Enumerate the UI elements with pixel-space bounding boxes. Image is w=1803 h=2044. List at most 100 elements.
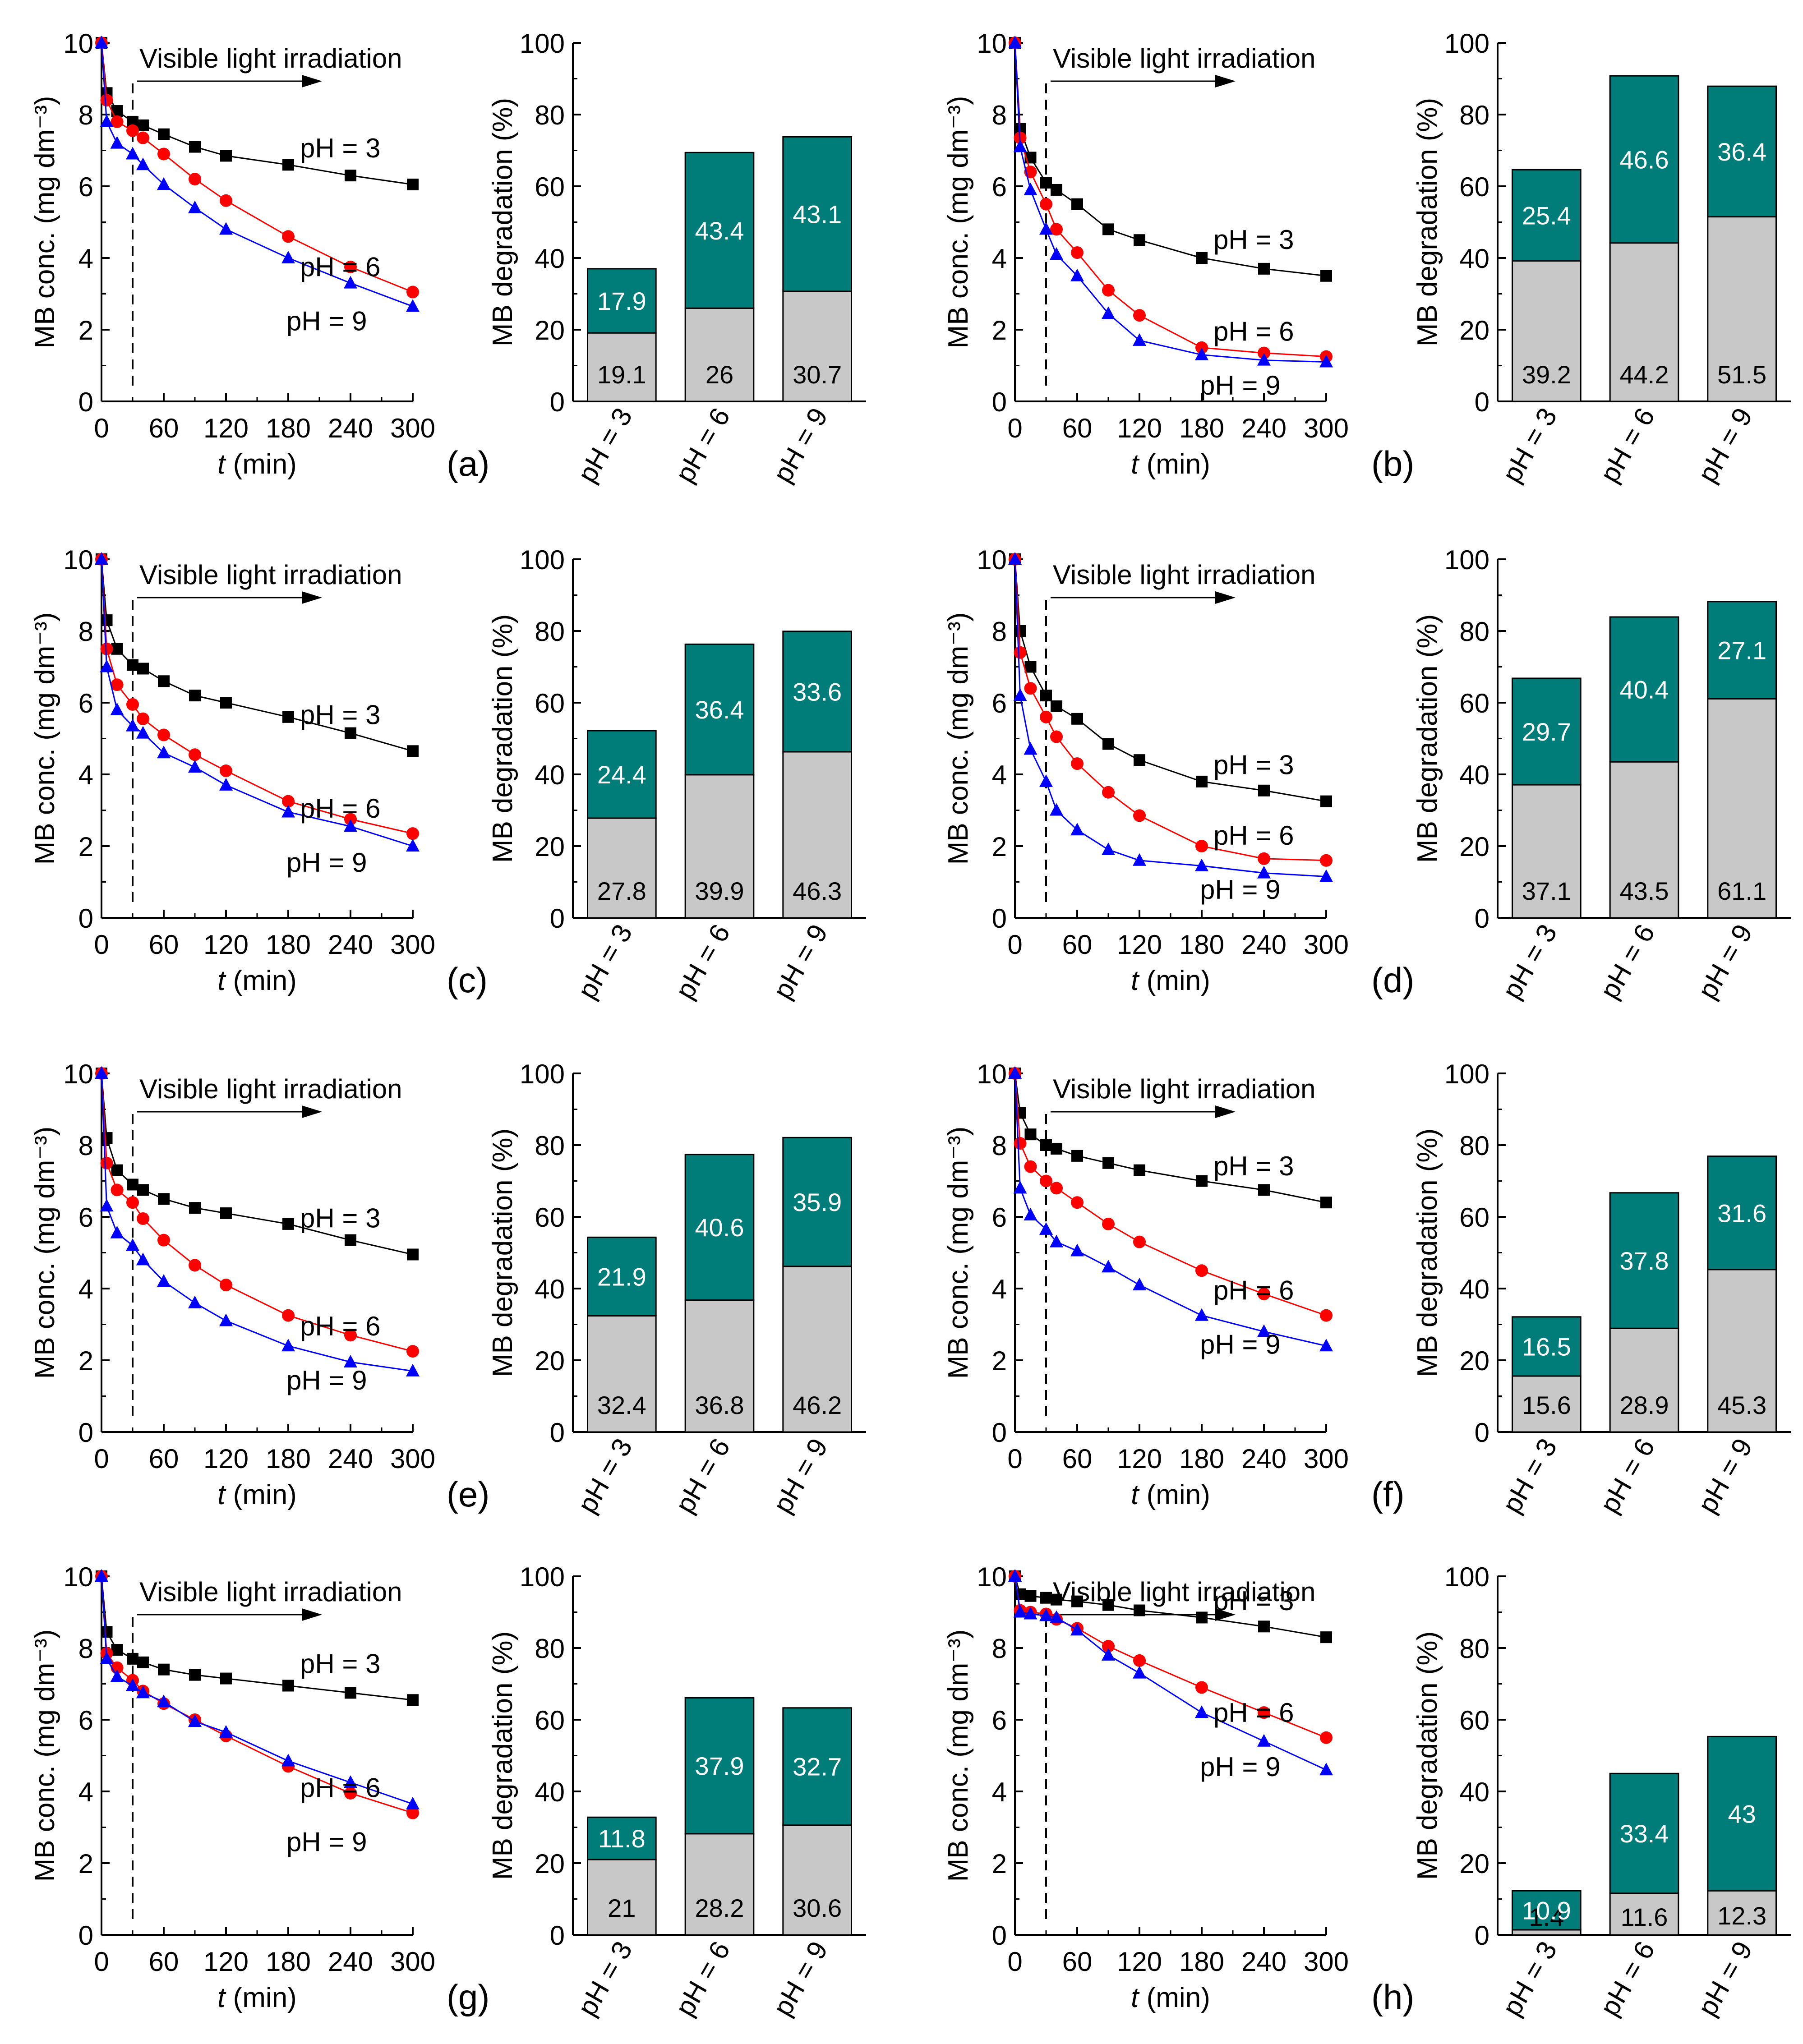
y-tick-label: 6 — [992, 1705, 1007, 1736]
bar-y-tick-label: 20 — [535, 1849, 565, 1879]
irradiation-arrow-head — [302, 591, 322, 604]
marker-square — [220, 150, 232, 162]
bar-adsorption-label: 32.4 — [597, 1391, 646, 1419]
marker-circle — [220, 764, 232, 778]
bar-y-tick-label: 80 — [1459, 100, 1489, 130]
bar-adsorption-label: 11.6 — [1621, 1903, 1668, 1931]
bar-adsorption-label: 28.9 — [1620, 1391, 1669, 1419]
marker-triangle — [1257, 1324, 1271, 1337]
y-axis-label: MB conc. (mg dm⁻³) — [943, 96, 974, 349]
marker-circle — [1014, 1137, 1027, 1150]
bar-photocatalysis — [1512, 1316, 1582, 1377]
marker-triangle — [188, 200, 202, 213]
marker-square — [1051, 184, 1062, 196]
marker-triangle — [1008, 1569, 1022, 1582]
bar-y-tick-label: 100 — [520, 1562, 565, 1592]
bar-y-axis-label: MB degradation (%) — [487, 1128, 518, 1377]
bar-y-tick-label: 80 — [1459, 1634, 1489, 1664]
marker-circle — [1071, 246, 1084, 259]
bar-y-tick-label: 0 — [550, 1418, 565, 1448]
y-tick-label: 6 — [78, 172, 93, 202]
y-tick-label: 2 — [992, 1849, 1007, 1879]
y-tick-label: 10 — [63, 1059, 93, 1089]
marker-triangle — [157, 1694, 171, 1708]
marker-circle — [1102, 1640, 1115, 1653]
x-tick-label: 300 — [390, 413, 435, 443]
bar-photocatalysis-label: 37.8 — [1620, 1247, 1669, 1275]
bar-y-tick-label: 100 — [520, 28, 565, 59]
marker-triangle — [1008, 1066, 1022, 1079]
bar-y-axis-label: MB degradation (%) — [487, 614, 518, 863]
x-axis-label: t (min) — [217, 1479, 297, 1510]
bar-y-tick-label: 20 — [1459, 832, 1489, 862]
y-tick-label: 8 — [992, 1634, 1007, 1664]
bar-y-tick-label: 0 — [550, 387, 565, 417]
bar-photocatalysis — [782, 1137, 853, 1267]
x-axis-label-var: t — [1131, 965, 1140, 996]
bar-photocatalysis-label: 33.4 — [1620, 1819, 1669, 1848]
marker-triangle — [100, 1199, 114, 1212]
y-tick-label: 8 — [78, 1131, 93, 1161]
bar-y-tick-label: 60 — [1459, 1202, 1489, 1233]
marker-square — [407, 745, 419, 757]
y-tick-label: 8 — [78, 617, 93, 647]
marker-circle — [1071, 757, 1084, 770]
bar-adsorption-label: 21 — [608, 1894, 636, 1922]
marker-square — [158, 128, 170, 140]
series-ph9 — [1008, 1066, 1333, 1352]
y-tick-label: 0 — [78, 903, 93, 934]
panel-label: (h) — [1371, 1977, 1414, 2017]
bar-adsorption — [1707, 1269, 1777, 1433]
series-ph3 — [1009, 1068, 1332, 1209]
marker-square — [111, 1164, 123, 1176]
marker-square — [101, 1626, 113, 1638]
bar-adsorption — [587, 817, 657, 919]
bar-y-tick-label: 0 — [550, 903, 565, 934]
marker-triangle — [1319, 1763, 1333, 1776]
bar-y-tick-label: 20 — [1459, 1849, 1489, 1879]
x-tick-label: 120 — [1117, 930, 1162, 960]
bar-adsorption-label: 61.1 — [1717, 877, 1766, 905]
bar-photocatalysis-label: 32.7 — [793, 1753, 842, 1781]
bar-y-tick-label: 100 — [520, 1059, 565, 1089]
series-ph3 — [96, 1570, 419, 1706]
y-tick-label: 4 — [78, 244, 93, 274]
y-axis-label: MB conc. (mg dm⁻³) — [943, 1127, 974, 1379]
bar-y-axis-label: MB degradation (%) — [1412, 1128, 1443, 1377]
bar-adsorption-label: 45.3 — [1717, 1391, 1766, 1419]
y-axis-label: MB conc. (mg dm⁻³) — [29, 1127, 60, 1379]
marker-square — [1071, 1150, 1083, 1162]
marker-square — [189, 1669, 201, 1681]
marker-square — [1196, 1611, 1208, 1624]
y-tick-label: 8 — [78, 1634, 93, 1664]
marker-triangle — [1133, 1278, 1146, 1291]
irradiation-annotation: Visible light irradiation — [139, 560, 402, 590]
marker-square — [158, 1193, 170, 1205]
panel-label: (b) — [1371, 444, 1414, 483]
line-chart-panel-5: 0 2 4 6 8 10 0 60 120 180 240 300 MB conc. (mg dm⁻³)… — [29, 1059, 435, 1510]
panel-label: (e) — [447, 1474, 489, 1514]
y-tick-label: 8 — [78, 100, 93, 130]
irradiation-annotation: Visible light irradiation — [1053, 560, 1316, 590]
marker-square — [1320, 1197, 1332, 1209]
bar-adsorption-label: 26 — [706, 360, 733, 389]
x-tick-label: 120 — [203, 413, 249, 443]
marker-circle — [189, 1259, 201, 1272]
series-label: pH = 6 — [1213, 820, 1294, 851]
marker-square — [111, 643, 123, 655]
y-tick-label: 4 — [78, 1274, 93, 1304]
x-axis-label-var: t — [217, 449, 226, 480]
irradiation-arrow-head — [1215, 75, 1236, 87]
bar-adsorption — [1609, 1892, 1679, 1936]
irradiation-annotation: Visible light irradiation — [1053, 1074, 1316, 1104]
marker-circle — [100, 1156, 113, 1169]
marker-circle — [1102, 786, 1115, 799]
marker-circle — [137, 131, 149, 144]
marker-circle — [126, 124, 139, 137]
marker-square — [1051, 1142, 1062, 1155]
marker-circle — [111, 1183, 124, 1197]
marker-square — [345, 727, 356, 739]
y-axis-label: MB conc. (mg dm⁻³) — [943, 612, 974, 865]
series-ph3 — [1009, 553, 1332, 807]
x-tick-label: 300 — [1304, 930, 1349, 960]
